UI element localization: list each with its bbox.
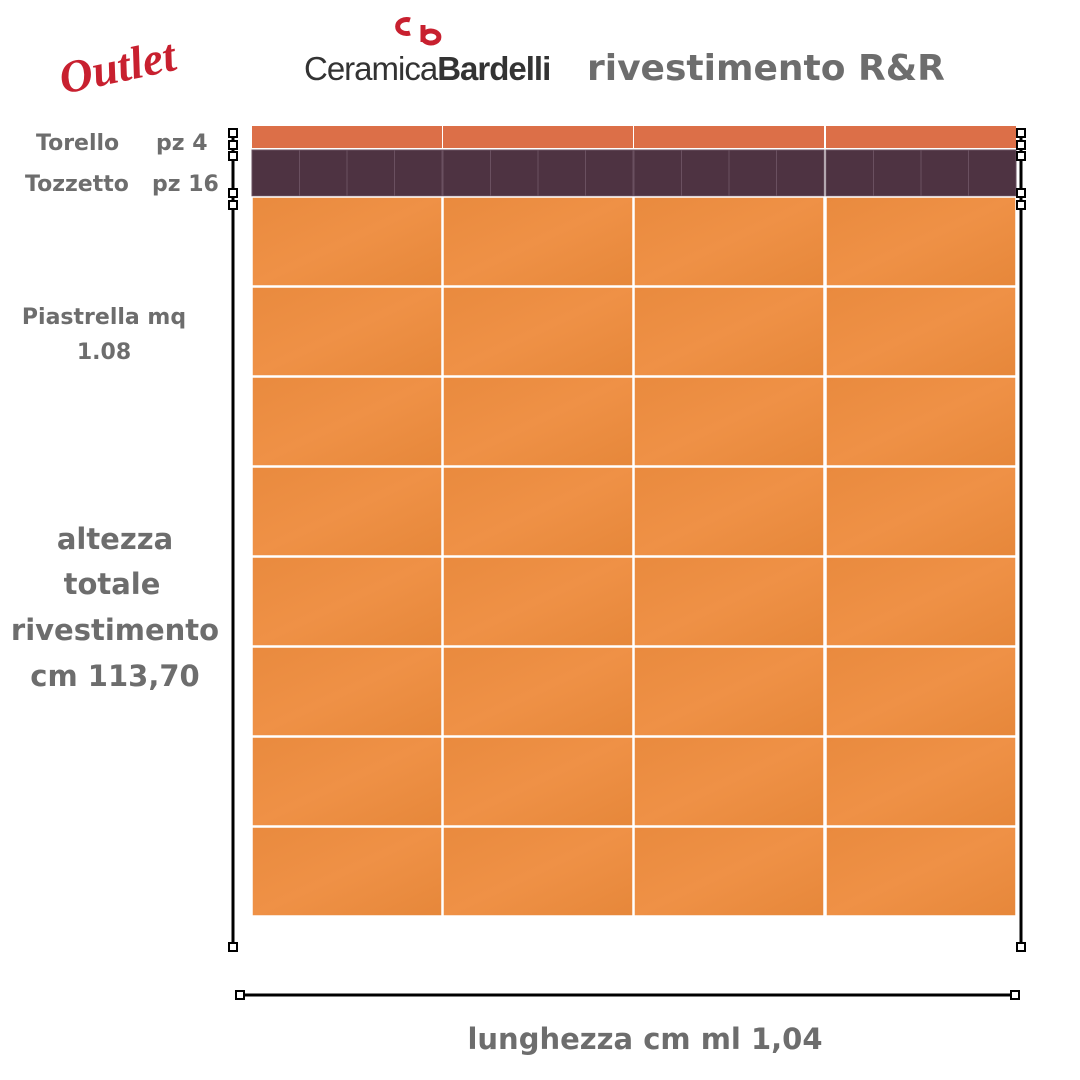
torello-qty: pz 4 <box>156 131 208 156</box>
height-value: cm 113,70 <box>30 659 199 693</box>
outlet-badge: Outlet <box>54 29 181 104</box>
tile <box>633 286 825 377</box>
tile <box>442 646 634 737</box>
tile <box>825 286 1017 377</box>
tile <box>825 376 1017 467</box>
dimension-mark <box>228 200 238 210</box>
tozzetto <box>490 149 539 197</box>
tozzetto <box>251 149 300 197</box>
tile <box>251 736 443 827</box>
torello <box>443 126 633 148</box>
tile-wall <box>251 126 1017 917</box>
tile <box>251 556 443 647</box>
dimension-mark <box>228 128 238 138</box>
tile <box>442 376 634 467</box>
tozzetto <box>968 149 1017 197</box>
title: rivestimento R&R <box>587 48 945 89</box>
piastrella-value: 1.08 <box>77 340 131 365</box>
tozzetto <box>825 149 874 197</box>
tile <box>442 196 634 287</box>
tozzetto-name: Tozzetto <box>25 172 129 197</box>
dimension-mark <box>228 151 238 161</box>
dimension-mark <box>1016 942 1026 952</box>
brand-logo-mark <box>395 17 442 46</box>
tile <box>825 826 1017 917</box>
tozzetto <box>776 149 825 197</box>
dimension-lines <box>228 128 1026 1000</box>
tile <box>633 646 825 737</box>
tozzetto <box>728 149 777 197</box>
tile <box>442 736 634 827</box>
dimension-mark <box>1016 200 1026 210</box>
torello <box>826 126 1016 148</box>
width-label: lunghezza cm ml 1,04 <box>467 1022 822 1056</box>
dimension-mark <box>228 942 238 952</box>
tile <box>251 646 443 737</box>
tile <box>251 466 443 557</box>
piastrella-label: Piastrella mq <box>22 305 186 330</box>
dimension-mark <box>1010 990 1020 1000</box>
tile <box>825 196 1017 287</box>
brand-name: CeramicaBardelli <box>304 50 550 87</box>
height-label: rivestimento <box>11 613 219 647</box>
tozzetto <box>346 149 395 197</box>
dimension-mark <box>1016 151 1026 161</box>
tozzetto-qty: pz 16 <box>152 172 219 197</box>
tozzetto <box>633 149 682 197</box>
tozzetto <box>299 149 348 197</box>
brand-second: Bardelli <box>437 50 550 87</box>
tile <box>825 466 1017 557</box>
tile <box>251 376 443 467</box>
tile <box>825 646 1017 737</box>
tozzetto <box>920 149 969 197</box>
tozzetto <box>873 149 922 197</box>
tozzetto <box>585 149 634 197</box>
tile <box>633 196 825 287</box>
tile <box>251 286 443 377</box>
tile <box>442 826 634 917</box>
tile <box>442 286 634 377</box>
torello <box>252 126 442 148</box>
torello <box>634 126 824 148</box>
dimension-mark <box>1016 140 1026 150</box>
tile <box>633 376 825 467</box>
tozzetto <box>681 149 730 197</box>
tile <box>442 556 634 647</box>
dimension-mark <box>1016 128 1026 138</box>
tile <box>633 826 825 917</box>
tile <box>633 466 825 557</box>
tozzetto <box>537 149 586 197</box>
tile <box>633 736 825 827</box>
tile <box>251 826 443 917</box>
tozzetto <box>442 149 491 197</box>
dimension-mark <box>228 188 238 198</box>
dimension-mark <box>235 990 245 1000</box>
tile <box>633 556 825 647</box>
tile <box>825 736 1017 827</box>
dimension-mark <box>1016 188 1026 198</box>
tile <box>442 466 634 557</box>
tile <box>825 556 1017 647</box>
torello-name: Torello <box>36 131 119 156</box>
brand-first: Ceramica <box>304 50 439 87</box>
height-label: totale <box>64 567 161 601</box>
tozzetto <box>394 149 443 197</box>
dimension-mark <box>228 140 238 150</box>
tile <box>251 196 443 287</box>
height-label: altezza <box>57 522 173 556</box>
